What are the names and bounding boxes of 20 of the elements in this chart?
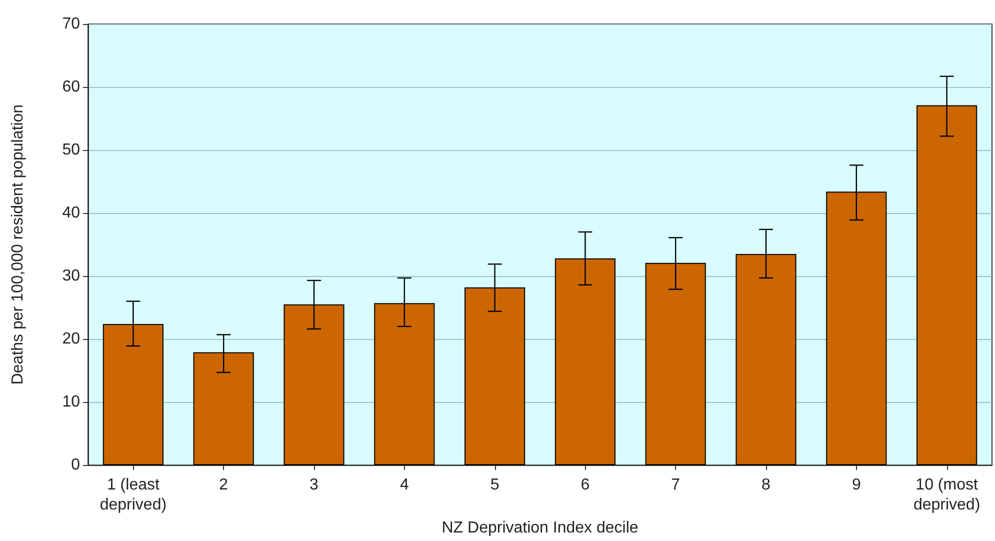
x-tick-label: 8 bbox=[762, 476, 771, 494]
y-tick-label: 30 bbox=[62, 268, 80, 285]
x-tick-label: 4 bbox=[400, 476, 409, 494]
y-axis-title: Deaths per 100,000 resident population bbox=[10, 104, 26, 385]
y-tick-label: 70 bbox=[62, 16, 80, 32]
x-tick-label: 6 bbox=[580, 476, 590, 494]
x-axis-title: NZ Deprivation Index decile bbox=[442, 520, 638, 536]
x-tick-label: 10 (most deprived) bbox=[913, 476, 980, 514]
y-tick-label: 20 bbox=[62, 330, 80, 348]
x-tick-label: 2 bbox=[219, 476, 228, 494]
x-tick-label: 1 (least deprived) bbox=[100, 476, 167, 514]
y-tick-label: 60 bbox=[62, 78, 80, 96]
y-tick-label: 40 bbox=[62, 204, 80, 222]
y-tick-label: 10 bbox=[62, 394, 80, 411]
y-tick-label: 50 bbox=[62, 142, 80, 159]
x-tick-label: 7 bbox=[671, 476, 680, 494]
x-tick-label: 9 bbox=[852, 476, 861, 494]
y-tick-label: 0 bbox=[71, 456, 80, 474]
x-tick-label: 3 bbox=[310, 476, 319, 494]
x-tick-label: 5 bbox=[490, 476, 500, 494]
